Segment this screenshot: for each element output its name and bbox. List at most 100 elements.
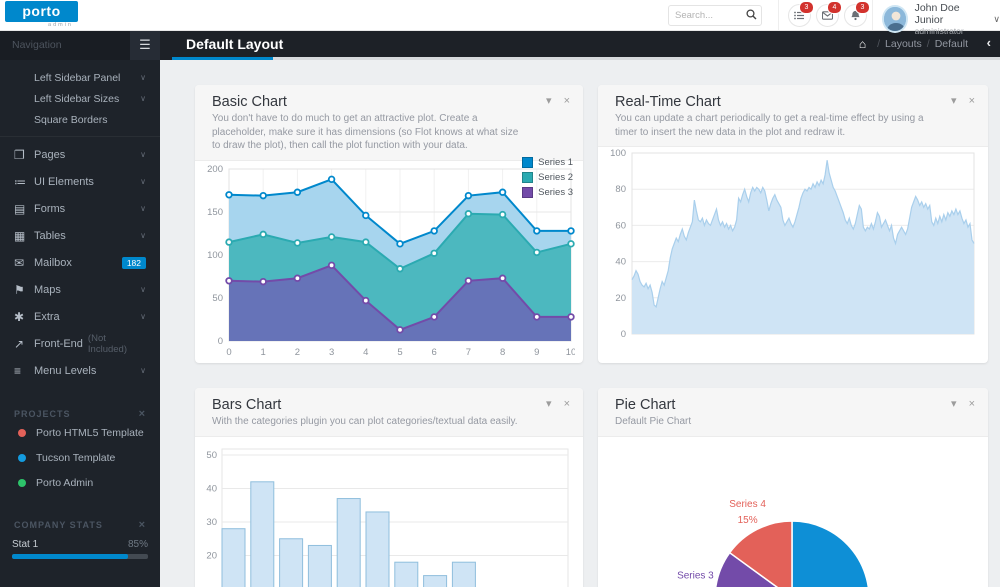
legend-swatch (522, 157, 534, 168)
menu-levels-icon: ≡ (14, 363, 22, 378)
progress-fill (12, 554, 128, 559)
point-series-3 (567, 312, 575, 321)
sidebar-search-input[interactable] (0, 30, 142, 60)
realtime-chart: 0 20 40 60 80 100 (610, 149, 975, 340)
panel-title: Pie Chart (615, 397, 676, 413)
sidebar-item-menu-levels[interactable]: ≡ Menu Levels ∨ (0, 357, 160, 384)
sidebar-item-suffix: (Not Included) (87, 332, 128, 355)
area-series (632, 160, 974, 334)
panel-header: Pie Chart Default Pie Chart ▾ × (598, 388, 988, 437)
close-icon[interactable]: × (138, 519, 146, 531)
pie-value-label: 15% (738, 514, 758, 525)
point-series-2 (327, 232, 336, 241)
chevron-down-icon: ∨ (140, 150, 146, 159)
close-icon[interactable]: × (563, 398, 570, 410)
project-item-tucson-template[interactable]: Tucson Template (0, 446, 160, 470)
basic-chart: 0 50 100 150 200 0 1 2 3 4 5 6 7 8 9 10 (207, 164, 575, 358)
sidebar-item-label: Front-End (34, 337, 83, 350)
area-series-3 (229, 264, 571, 341)
sidebar-item-pages[interactable]: ❐ Pages ∨ (0, 141, 160, 168)
point-series-1 (533, 226, 541, 235)
point-series-1 (567, 226, 575, 235)
pages-icon: ❐ (14, 147, 25, 162)
bell-notification-button[interactable]: 3 (844, 1, 870, 27)
x-tick-label: 7 (466, 347, 471, 358)
sidebar-item-label: Tables (34, 229, 66, 242)
company-stats-section-header: COMPANY STATS × (0, 519, 160, 531)
collapse-icon[interactable]: ▾ (546, 398, 552, 410)
tables-icon: ▦ (14, 228, 26, 243)
sidebar-item-extra[interactable]: ✱ Extra ∨ (0, 303, 160, 330)
sidebar-item-label: Left Sidebar Sizes (34, 92, 120, 105)
point-series-1 (396, 239, 404, 248)
pie-label: Series 4 (729, 498, 766, 509)
search-input[interactable] (669, 10, 741, 21)
point-series-2 (293, 238, 302, 247)
mailbox-icon: ✉ (14, 255, 25, 270)
y-tick-label: 40 (206, 483, 217, 494)
point-series-1 (259, 191, 267, 199)
sidebar-item-forms[interactable]: ▤ Forms ∨ (0, 195, 160, 222)
y-tick-label: 100 (610, 149, 626, 159)
collapse-icon[interactable]: ▾ (951, 95, 957, 107)
close-icon[interactable]: × (968, 95, 975, 107)
search-icon[interactable] (741, 7, 761, 25)
panel-title: Real-Time Chart (615, 94, 721, 110)
sidebar: ☰ Left Sidebar Panel ∨ Left Sidebar Sizes ∨… (0, 30, 160, 587)
sidebar-item-label: Forms (34, 202, 66, 215)
sidebar-nav-row: ☰ (0, 30, 160, 60)
porto-logo[interactable]: porto (5, 1, 78, 22)
sidebar-item-ui-elements[interactable]: ≔ UI Elements ∨ (0, 168, 160, 195)
legend-item-series-1: Series 1 (522, 155, 573, 170)
point-series-2 (259, 230, 267, 238)
point-series-3 (464, 276, 473, 284)
avatar (882, 5, 908, 33)
collapse-icon[interactable]: ▾ (951, 398, 957, 410)
sidebar-item-square-borders[interactable]: Square Borders (0, 109, 160, 130)
sidebar-item-maps[interactable]: ⚑ Maps ∨ (0, 276, 160, 303)
bar (221, 527, 246, 587)
external-link-icon: ↗ (14, 336, 25, 351)
sidebar-item-tables[interactable]: ▦ Tables ∨ (0, 222, 160, 249)
y-tick-label: 20 (206, 550, 217, 561)
breadcrumb-item-layouts[interactable]: Layouts (885, 38, 922, 50)
chevron-down-icon: ∨ (140, 366, 146, 375)
sidebar-item-front-end[interactable]: ↗ Front-End (Not Included) (0, 330, 160, 357)
breadcrumb-separator: / (877, 38, 881, 50)
y-tick-label: 30 (206, 517, 217, 528)
bar (336, 497, 361, 587)
point-series-2 (362, 237, 370, 246)
point-series-2 (498, 210, 507, 218)
user-menu[interactable]: John Doe Junior administrator ∨ (882, 2, 1000, 36)
envelope-notification-button[interactable]: 4 (816, 1, 842, 27)
x-tick-label: 10 (566, 347, 575, 358)
project-item-porto-admin[interactable]: Porto Admin (0, 471, 160, 495)
close-icon[interactable]: × (968, 398, 975, 410)
line-series (631, 160, 975, 308)
point-series-1 (225, 190, 233, 198)
hamburger-menu-icon[interactable]: ☰ (130, 30, 160, 60)
page-title: Default Layout (186, 36, 284, 52)
sidebar-main-menu: ❐ Pages ∨ ≔ UI Elements ∨ ▤ Forms ∨ ▦ Tables ∨ ✉ Mail… (0, 136, 160, 384)
list-notification-button[interactable]: 3 (788, 1, 814, 27)
project-item-porto-html5-template[interactable]: Porto HTML5 Template (0, 421, 160, 445)
sidebar-item-label: Maps (34, 283, 61, 296)
legend-item-series-2: Series 2 (522, 170, 573, 185)
close-icon[interactable]: × (563, 95, 570, 107)
header-divider (778, 0, 779, 30)
close-icon[interactable]: × (138, 408, 146, 420)
point-series-1 (498, 188, 507, 196)
sidebar-item-left-sidebar-sizes[interactable]: Left Sidebar Sizes ∨ (0, 88, 160, 109)
sidebar-item-mailbox[interactable]: ✉ Mailbox 182 (0, 249, 160, 276)
breadcrumb-item-default[interactable]: Default (934, 38, 968, 50)
home-icon[interactable]: ⌂ (858, 37, 867, 51)
sidebar-item-label: Square Borders (34, 113, 108, 126)
y-tick-label: 200 (207, 164, 223, 175)
forms-icon: ▤ (14, 201, 26, 216)
sidebar-right-toggle-icon[interactable]: ‹ (986, 35, 991, 50)
chevron-down-icon: ∨ (140, 285, 146, 294)
bar (423, 574, 448, 587)
collapse-icon[interactable]: ▾ (546, 95, 552, 107)
sidebar-item-left-sidebar-panel[interactable]: Left Sidebar Panel ∨ (0, 67, 160, 88)
active-tab-indicator (172, 57, 273, 60)
